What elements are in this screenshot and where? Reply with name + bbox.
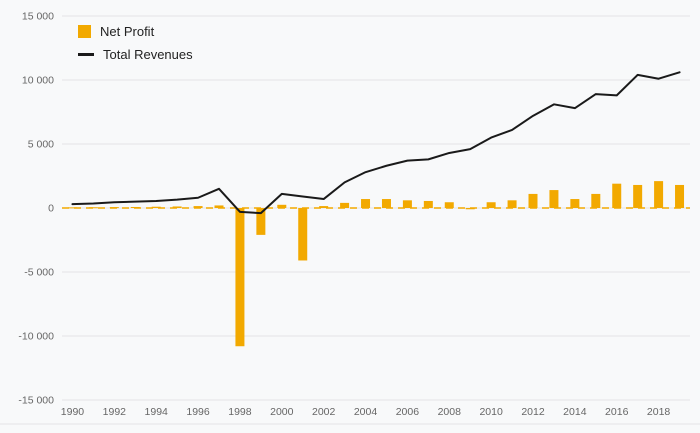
y-axis-tick-label: -5 000	[24, 267, 54, 279]
bar-net-profit[interactable]	[633, 184, 643, 208]
bar-net-profit[interactable]	[402, 200, 412, 208]
bar-net-profit[interactable]	[654, 181, 664, 208]
y-axis-tick-label: -10 000	[18, 331, 54, 343]
x-axis-tick-label: 2012	[521, 406, 545, 418]
x-axis-tick-label: 1998	[228, 406, 252, 418]
bar-net-profit[interactable]	[130, 206, 140, 208]
bar-net-profit[interactable]	[423, 200, 433, 208]
bar-net-profit[interactable]	[591, 193, 601, 208]
y-axis-tick-label: 15 000	[22, 11, 54, 23]
bar-net-profit[interactable]	[486, 202, 496, 208]
legend-item-net-profit[interactable]: Net Profit	[78, 24, 193, 39]
total-revenues-swatch-icon	[78, 53, 94, 56]
line-total-revenues[interactable]	[71, 71, 681, 215]
x-axis-tick-label: 2006	[396, 406, 420, 418]
bar-net-profit[interactable]	[256, 208, 266, 235]
bar-net-profit[interactable]	[235, 208, 245, 347]
x-axis-tick-label: 1996	[186, 406, 210, 418]
legend-item-total-revenues[interactable]: Total Revenues	[78, 47, 193, 62]
x-axis-tick-label: 2002	[312, 406, 336, 418]
legend-label-net-profit: Net Profit	[100, 24, 155, 39]
bar-net-profit[interactable]	[319, 206, 329, 208]
x-axis-tick-label: 2016	[605, 406, 629, 418]
bar-net-profit[interactable]	[507, 200, 517, 208]
bar-net-profit[interactable]	[298, 208, 308, 261]
bar-net-profit[interactable]	[109, 207, 119, 209]
x-axis-tick-label: 2008	[438, 406, 462, 418]
y-axis-tick-label: 0	[48, 203, 54, 215]
bar-net-profit[interactable]	[88, 207, 98, 209]
bar-net-profit[interactable]	[277, 204, 287, 208]
bar-net-profit[interactable]	[381, 199, 391, 208]
x-axis-tick-label: 1994	[145, 406, 169, 418]
bar-net-profit[interactable]	[444, 202, 454, 208]
bar-net-profit[interactable]	[612, 183, 622, 208]
bar-net-profit[interactable]	[549, 190, 559, 208]
y-axis-tick-label: 5 000	[28, 139, 54, 151]
x-axis-tick-label: 2004	[354, 406, 378, 418]
chart-legend: Net Profit Total Revenues	[78, 24, 193, 62]
y-axis-tick-label: 10 000	[22, 75, 54, 87]
x-axis-tick-label: 2000	[270, 406, 294, 418]
x-axis-tick-label: 1992	[103, 406, 127, 418]
bar-net-profit[interactable]	[172, 206, 182, 208]
x-axis-tick-label: 2018	[647, 406, 671, 418]
bar-net-profit[interactable]	[361, 199, 371, 208]
bar-net-profit[interactable]	[570, 199, 580, 208]
y-axis-tick-label: -15 000	[18, 395, 54, 407]
net-profit-swatch-icon	[78, 25, 91, 38]
x-axis-tick-label: 2010	[479, 406, 503, 418]
bar-net-profit[interactable]	[67, 207, 77, 209]
bar-net-profit[interactable]	[675, 184, 685, 208]
bar-net-profit[interactable]	[193, 206, 203, 208]
legend-label-total-revenues: Total Revenues	[103, 47, 193, 62]
bar-net-profit[interactable]	[528, 193, 538, 208]
x-axis-tick-label: 1990	[61, 406, 85, 418]
bar-net-profit[interactable]	[340, 202, 350, 208]
bar-net-profit[interactable]	[151, 206, 161, 208]
x-axis-tick-label: 2014	[563, 406, 587, 418]
bar-net-profit[interactable]	[465, 208, 475, 210]
bar-net-profit[interactable]	[214, 205, 224, 208]
